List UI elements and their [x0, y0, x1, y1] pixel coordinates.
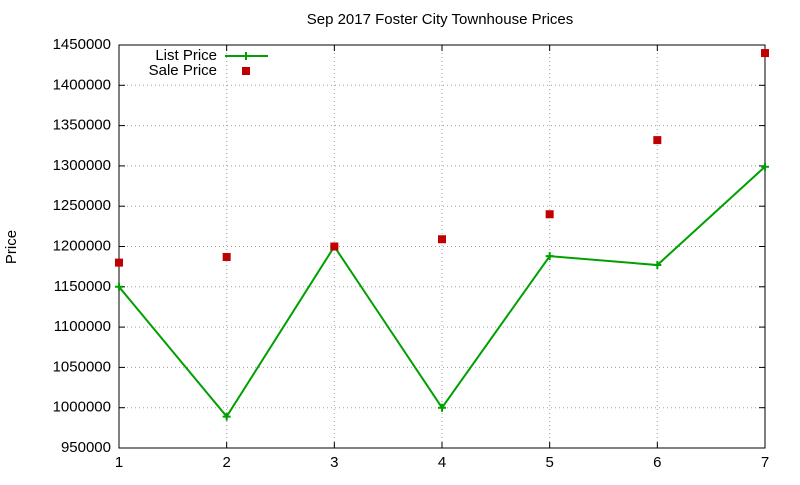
y-tick-label: 1400000 [53, 76, 111, 93]
x-tick-label: 4 [438, 454, 446, 471]
point-marker [438, 235, 446, 244]
x-tick-label: 2 [222, 454, 230, 471]
x-tick-label: 5 [545, 454, 553, 471]
point-marker [653, 261, 662, 270]
point-marker [222, 252, 231, 261]
point-marker [242, 67, 250, 75]
point-marker [222, 412, 231, 421]
plot-frame [118, 44, 766, 449]
point-marker [438, 403, 446, 412]
y-tick-label: 1450000 [53, 36, 111, 53]
point-marker [761, 49, 769, 58]
point-marker [761, 162, 769, 171]
point-marker [653, 136, 662, 145]
y-tick-label: 1200000 [53, 237, 111, 254]
y-tick-label: 1300000 [53, 157, 111, 174]
y-tick-label: 1150000 [54, 278, 111, 295]
y-axis-label: Price [3, 230, 20, 264]
y-tick-label: 1250000 [53, 197, 111, 214]
legend-label: Sale Price [149, 62, 217, 79]
point-marker [242, 52, 250, 60]
y-tick-label: 1050000 [53, 358, 111, 375]
y-tick-label: 1350000 [53, 117, 111, 134]
y-tick-label: 1000000 [53, 399, 111, 416]
point-marker [545, 252, 554, 261]
legend-label: List Price [155, 47, 217, 64]
point-marker [115, 282, 123, 291]
y-tick-label: 1100000 [54, 318, 111, 335]
point-marker [115, 258, 123, 267]
x-tick-label: 7 [761, 454, 769, 471]
x-tick-label: 6 [653, 454, 661, 471]
point-marker [545, 210, 554, 219]
chart-title: Sep 2017 Foster City Townhouse Prices [307, 11, 574, 28]
y-tick-label: 950000 [61, 439, 111, 456]
point-marker [330, 242, 339, 251]
x-tick-label: 3 [330, 454, 338, 471]
x-tick-label: 1 [115, 454, 123, 471]
